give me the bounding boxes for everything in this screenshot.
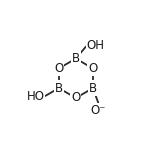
Text: OH: OH <box>86 40 104 52</box>
Text: B: B <box>55 82 63 95</box>
Text: O: O <box>54 62 63 75</box>
Text: O: O <box>88 62 97 75</box>
Text: B: B <box>89 82 97 95</box>
Text: B: B <box>72 52 80 65</box>
Text: O: O <box>71 91 80 104</box>
Text: O⁻: O⁻ <box>91 104 106 117</box>
Text: HO: HO <box>27 90 44 103</box>
